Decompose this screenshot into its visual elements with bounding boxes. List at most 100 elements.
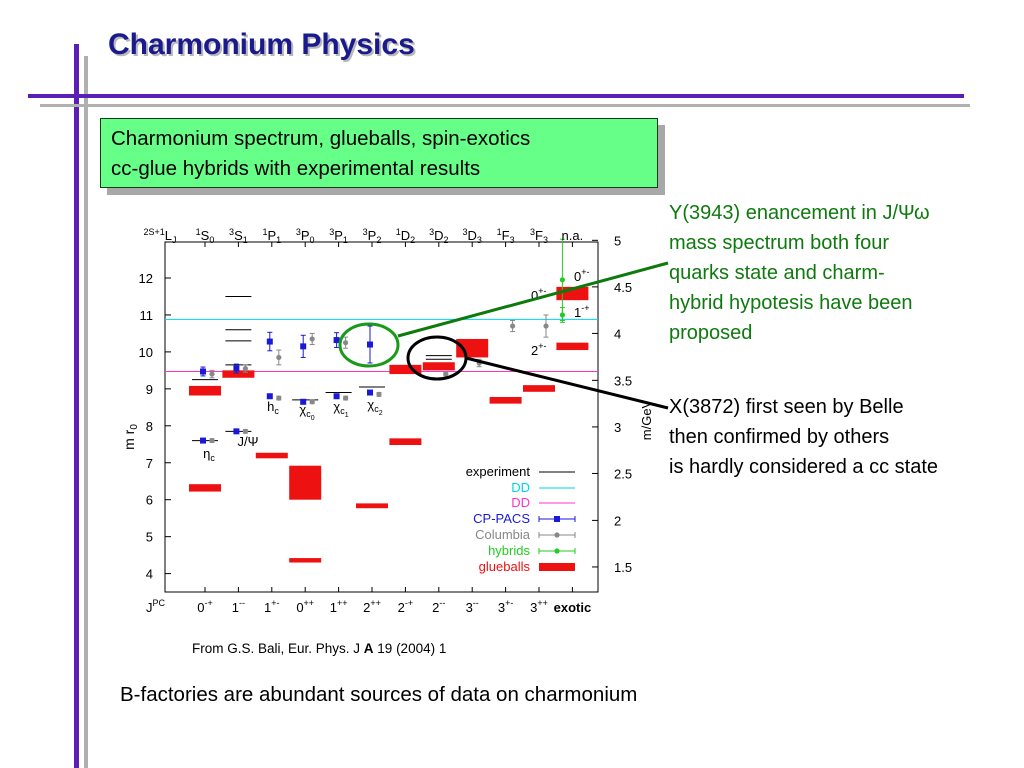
cp-pacs-point <box>333 393 340 400</box>
bottom-axis-label: exotic <box>554 600 592 615</box>
columbia-point <box>309 399 315 405</box>
left-tick-label: 12 <box>139 271 153 286</box>
annotation-y3943-line: mass spectrum both four <box>669 232 890 254</box>
slide-title: Charmonium Physics <box>108 28 415 61</box>
bottom-axis-label: 2-- <box>432 598 445 615</box>
left-tick-label: 6 <box>146 493 153 508</box>
bottom-axis-label: 2-+ <box>398 598 414 615</box>
left-tick-label: 11 <box>140 308 154 323</box>
title-rule-shadow <box>40 104 970 107</box>
legend-swatch-marker <box>554 548 560 554</box>
chi-c1-label: χc1 <box>333 399 348 419</box>
glueball-box <box>189 385 221 396</box>
glueball-box <box>356 503 388 509</box>
footer-text: B-factories are abundant sources of data… <box>120 683 638 706</box>
hybrid-point <box>559 312 566 318</box>
right-tick-label: 1.5 <box>614 560 632 575</box>
glueball-box <box>189 484 221 492</box>
top-axis-prefix: 2S+1LJ <box>143 227 176 245</box>
left-tick-label: 8 <box>146 419 153 434</box>
legend-label: experiment <box>466 464 531 479</box>
top-axis-label: n.a. <box>562 228 584 243</box>
right-axis-label: m/GeV <box>639 399 654 440</box>
cp-pacs-point <box>200 437 206 444</box>
cp-pacs-point <box>300 398 307 405</box>
right-tick-label: 3 <box>614 420 621 435</box>
cp-pacs-point <box>233 428 240 435</box>
bottom-axis-label: 0++ <box>296 598 314 615</box>
accent-bar-vertical <box>74 44 79 768</box>
top-axis-label: 3P1 <box>329 227 348 245</box>
annotation-y3943-line: hybrid hypotesis have been <box>669 292 913 314</box>
y3943-pointer-line <box>397 261 669 338</box>
bottom-axis-label: 3-- <box>466 598 479 615</box>
legend-label: Columbia <box>475 527 531 542</box>
bottom-axis-label: 1-- <box>232 598 245 615</box>
top-axis-label: 3P0 <box>296 227 315 245</box>
right-tick-label: 5 <box>614 233 621 248</box>
glueball-box <box>422 362 455 371</box>
chi-c0-label: χc0 <box>299 402 314 422</box>
glueball-box <box>222 370 255 378</box>
bottom-axis-label: 1++ <box>330 598 348 615</box>
columbia-point <box>543 323 549 329</box>
j-psi-label: J/Ψ <box>238 434 259 449</box>
annotation-x3872-line: X(3872) first seen by Belle <box>669 396 904 418</box>
annotation-x3872-line: is hardly considered a cc state <box>669 456 939 478</box>
left-tick-label: 9 <box>146 382 153 397</box>
exotic-label-2pm: 2+- <box>531 341 547 358</box>
y3943-circle <box>338 322 400 368</box>
columbia-point <box>276 354 282 361</box>
accent-bar-shadow <box>84 56 88 768</box>
top-axis-label: 1F3 <box>497 227 515 245</box>
columbia-point <box>242 365 248 372</box>
legend-label: glueballs <box>479 559 531 574</box>
top-axis-label: 1P1 <box>262 227 281 245</box>
bottom-axis-prefix: JPC <box>146 598 166 615</box>
top-axis-label: 3S1 <box>229 227 248 245</box>
cp-pacs-point <box>367 341 373 348</box>
cp-pacs-point <box>367 389 373 396</box>
columbia-point <box>309 336 315 342</box>
columbia-point <box>343 340 349 346</box>
cp-pacs-point <box>300 343 307 350</box>
columbia-point <box>209 371 215 377</box>
left-tick-label: 7 <box>146 456 153 471</box>
glueball-box <box>289 465 322 500</box>
legend-label: DD <box>511 495 530 510</box>
cp-pacs-point <box>266 338 273 345</box>
source-prefix: From G.S. Bali, Eur. Phys. J <box>192 641 364 656</box>
exotic-label-0pm: 0+- <box>531 286 547 303</box>
columbia-point <box>276 395 282 401</box>
right-tick-label: 4 <box>614 326 621 341</box>
legend-label: DD <box>511 480 530 495</box>
source-volume: A <box>363 641 374 656</box>
right-tick-label: 4.5 <box>614 280 632 295</box>
columbia-point <box>343 395 349 401</box>
hybrid-point <box>559 277 566 283</box>
right-tick-label: 3.5 <box>614 373 632 388</box>
h-c-label: hc <box>267 399 279 416</box>
bottom-axis-label: 3+- <box>498 598 513 615</box>
columbia-point <box>209 437 215 444</box>
right-tick-label: 2 <box>614 513 621 528</box>
left-axis-label: m r0 <box>121 424 140 450</box>
cp-pacs-point <box>233 365 240 372</box>
annotation-y3943: Y(3943) enancement in J/Ψω mass spectrum… <box>669 198 930 348</box>
top-axis-label: 3D2 <box>429 227 448 245</box>
bottom-axis-label: 0-+ <box>197 598 213 615</box>
glueball-box <box>289 558 322 563</box>
top-axis-label: 3P2 <box>363 227 382 245</box>
plot-frame <box>164 241 599 593</box>
glueball-box <box>523 385 555 392</box>
right-tick-label: 2.5 <box>614 466 632 481</box>
legend-swatch-marker <box>554 532 560 538</box>
annotation-y3943-line: quarks state and charm- <box>669 262 885 284</box>
glueball-box <box>389 438 422 446</box>
annotation-x3872-line: then confirmed by others <box>669 426 890 448</box>
subtitle-box: Charmonium spectrum, glueballs, spin-exo… <box>100 118 658 188</box>
exotic-label-1mp: 1-+ <box>574 303 590 320</box>
title-rule <box>28 94 964 98</box>
bottom-axis-label: 3++ <box>530 598 548 615</box>
